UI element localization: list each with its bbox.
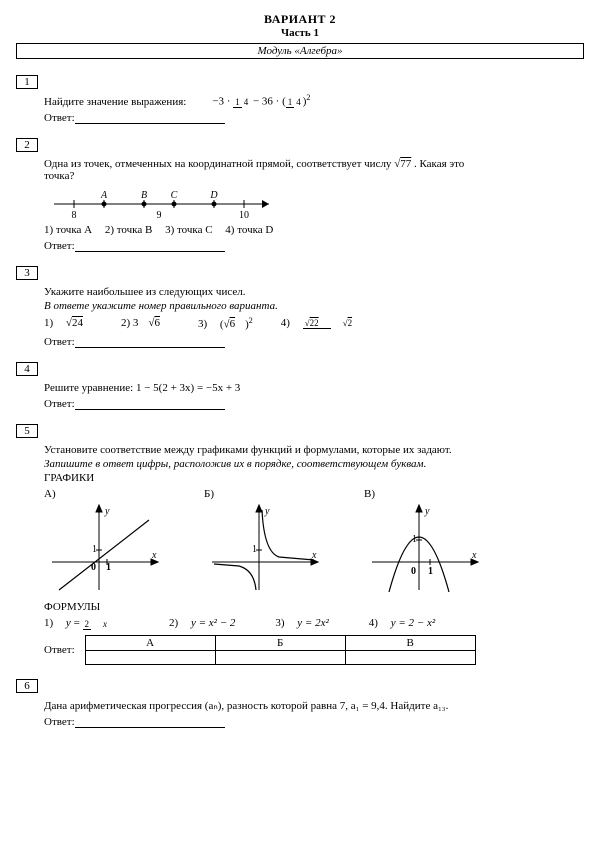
- graphs-heading: ГРАФИКИ: [44, 472, 584, 484]
- answer-blank: [75, 336, 225, 348]
- answer-blank: [75, 398, 225, 410]
- svg-text:9: 9: [157, 210, 162, 220]
- graph-c: y x 0 1 1: [364, 502, 484, 597]
- q5-cell-v: [345, 651, 475, 665]
- q3-options: 1) √24 2) 3√6 3) (√6)2 4) √22√2: [44, 316, 584, 331]
- svg-text:C: C: [171, 190, 178, 201]
- svg-text:A: A: [100, 190, 108, 201]
- q3-opt2: 2) 3√6: [121, 317, 170, 329]
- q1-mid: − 36 ·: [250, 96, 282, 108]
- q1-expression: −3 · 14 − 36 · (14)2: [212, 93, 310, 108]
- q1-answer-label: Ответ:: [44, 112, 75, 124]
- page-header: ВАРИАНТ 2 Часть 1: [16, 12, 584, 39]
- q3-opt4: 4) √22√2: [281, 317, 384, 329]
- q5-cell-a: [85, 651, 215, 665]
- q5-th-v: В: [345, 636, 475, 651]
- formulas-heading: ФОРМУЛЫ: [44, 601, 584, 613]
- svg-text:10: 10: [239, 210, 249, 220]
- question-number-6: 6: [16, 679, 38, 693]
- q3-opt3: 3) (√6)2: [198, 316, 253, 331]
- q5-cell-b: [215, 651, 345, 665]
- q1-prompt: Найдите значение выражения:: [44, 96, 186, 108]
- number-line: A B C D 8 9 10: [44, 186, 284, 220]
- question-number-2: 2: [16, 138, 38, 152]
- module-bar: Модуль «Алгебра»: [16, 43, 584, 59]
- answer-blank: [75, 112, 225, 124]
- q2-text-c: точка?: [44, 170, 74, 182]
- q3-line2: В ответе укажите номер правильного вариа…: [44, 300, 584, 312]
- question-4-body: Решите уравнение: 1 − 5(2 + 3x) = −5x + …: [44, 382, 584, 410]
- svg-text:D: D: [209, 190, 218, 201]
- svg-text:y: y: [264, 506, 270, 517]
- svg-text:x: x: [471, 550, 477, 561]
- q2-sqrt77: √77: [394, 158, 411, 170]
- q5-f2: 2) y = x² − 2: [169, 617, 235, 629]
- q2-text-a: Одна из точек, отмеченных на координатно…: [44, 158, 394, 170]
- q3-line1: Укажите наибольшее из следующих чисел.: [44, 286, 584, 298]
- q5-line1: Установите соответствие между графиками …: [44, 444, 584, 456]
- graph-a: 0 1 1 y x: [44, 502, 164, 597]
- q4-answer-label: Ответ:: [44, 398, 75, 410]
- answer-blank: [75, 716, 225, 728]
- q3-opt1: 1) √24: [44, 317, 93, 329]
- svg-text:1: 1: [428, 566, 433, 577]
- graph-b: y x 1: [204, 502, 324, 597]
- q5-f1: 1) y = 2x: [44, 617, 129, 629]
- question-2-body: Одна из точек, отмеченных на координатно…: [44, 158, 584, 252]
- question-number-5: 5: [16, 424, 38, 438]
- q2-opt-c: 3) точка C: [165, 224, 212, 236]
- graph-b-label: Б): [204, 488, 334, 500]
- question-1-body: Найдите значение выражения: −3 · 14 − 36…: [44, 93, 584, 124]
- q5-th-b: Б: [215, 636, 345, 651]
- svg-text:0: 0: [411, 566, 416, 577]
- svg-text:B: B: [141, 190, 147, 201]
- q6-answer-label: Ответ:: [44, 716, 75, 728]
- graph-a-label: А): [44, 488, 174, 500]
- question-5-body: Установите соответствие между графиками …: [44, 444, 584, 665]
- question-3-body: Укажите наибольшее из следующих чисел. В…: [44, 286, 584, 349]
- q2-opt-b: 2) точка B: [105, 224, 152, 236]
- q5-th-a: А: [85, 636, 215, 651]
- q6-text: Дана арифметическая прогрессия (aₙ), раз…: [44, 699, 584, 712]
- q4-text: Решите уравнение: 1 − 5(2 + 3x) = −5x + …: [44, 382, 584, 394]
- q1-lhs: −3 ·: [212, 96, 233, 108]
- q2-opt-a: 1) точка A: [44, 224, 92, 236]
- q5-answer-label: Ответ:: [44, 644, 75, 656]
- graph-c-label: В): [364, 488, 494, 500]
- part-title: Часть 1: [16, 27, 584, 39]
- svg-text:y: y: [104, 506, 110, 517]
- q5-answer-table: А Б В: [85, 635, 476, 665]
- q2-answer-label: Ответ:: [44, 240, 75, 252]
- q5-formulas: 1) y = 2x 2) y = x² − 2 3) y = 2x² 4) y …: [44, 617, 584, 629]
- variant-title: ВАРИАНТ 2: [16, 12, 584, 27]
- question-number-3: 3: [16, 266, 38, 280]
- q2-text-b: . Какая это: [414, 158, 464, 170]
- svg-text:8: 8: [72, 210, 77, 220]
- q3-answer-label: Ответ:: [44, 336, 75, 348]
- q5-f3: 3) y = 2x²: [275, 617, 328, 629]
- q5-line2: Запишите в ответ цифры, расположив их в …: [44, 458, 584, 470]
- q5-f4: 4) y = 2 − x²: [369, 617, 435, 629]
- answer-blank: [75, 240, 225, 252]
- svg-text:x: x: [151, 550, 157, 561]
- svg-text:y: y: [424, 506, 430, 517]
- q2-opt-d: 4) точка D: [225, 224, 273, 236]
- q2-options: 1) точка A 2) точка B 3) точка C 4) точк…: [44, 224, 584, 236]
- question-number-4: 4: [16, 362, 38, 376]
- question-number-1: 1: [16, 75, 38, 89]
- question-6-body: Дана арифметическая прогрессия (aₙ), раз…: [44, 699, 584, 728]
- graphs-row: А) 0 1 1 y x Б) y: [44, 488, 584, 597]
